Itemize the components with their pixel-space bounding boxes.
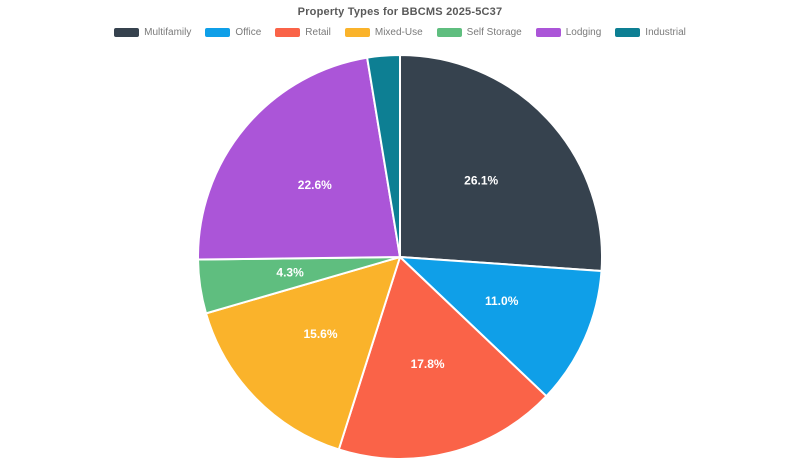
legend-swatch-lodging [535,28,561,37]
legend-item-retail[interactable]: Retail [275,27,331,38]
legend-item-mixed-use[interactable]: Mixed-Use [344,27,423,38]
legend-item-self-storage[interactable]: Self Storage [436,27,522,38]
legend-item-industrial[interactable]: Industrial [615,27,686,38]
chart-title: Property Types for BBCMS 2025-5C37 [297,6,503,18]
legend-swatch-mixed-use [344,28,370,37]
legend-label: Self Storage [466,27,522,38]
legend-swatch-industrial [615,28,641,37]
legend-label: Retail [305,27,331,38]
pie-slice-office[interactable] [399,256,603,398]
legend-swatch-self-storage [436,28,462,37]
pie-slice-industrial[interactable] [366,54,401,258]
pie-slice-multifamily[interactable] [399,54,603,272]
legend-swatch-retail [275,28,301,37]
legend-item-lodging[interactable]: Lodging [535,27,602,38]
legend-label: Mixed-Use [374,27,423,38]
legend-item-multifamily[interactable]: Multifamily [114,27,191,38]
legend-swatch-multifamily [114,28,140,37]
legend-label: Multifamily [144,27,192,38]
legend-label: Office [235,27,262,38]
pie-slice-mixed-use[interactable] [205,256,401,451]
legend-label: Industrial [645,27,686,38]
pie-slice-lodging[interactable] [197,56,401,261]
legend-label: Lodging [565,27,602,38]
pie-chart: 26.1%11.0%17.8%15.6%4.3%22.6% [197,54,603,460]
pie-slice-retail[interactable] [337,256,548,460]
legend-swatch-office [205,28,231,37]
legend-item-office[interactable]: Office [205,27,261,38]
chart-legend: Multifamily Office Retail Mixed-Use Self Sto… [0,27,800,38]
